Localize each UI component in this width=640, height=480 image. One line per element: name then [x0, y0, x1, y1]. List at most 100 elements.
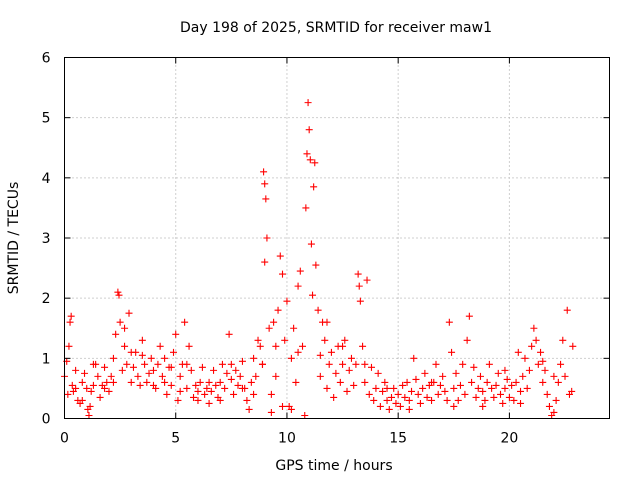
data-point — [503, 375, 511, 383]
x-tick-label: 0 — [60, 431, 69, 447]
data-point — [323, 384, 331, 392]
data-point — [174, 396, 182, 404]
data-point — [279, 402, 286, 410]
data-point — [149, 381, 157, 389]
data-point — [401, 393, 409, 401]
data-point — [305, 126, 313, 134]
data-point — [552, 396, 560, 404]
data-point — [190, 393, 198, 401]
data-point — [494, 369, 502, 377]
data-point — [194, 396, 202, 404]
data-point — [109, 354, 117, 362]
data-point — [479, 402, 487, 410]
data-point — [554, 378, 562, 386]
data-point — [450, 402, 458, 410]
data-point — [207, 387, 215, 395]
data-point — [116, 318, 124, 326]
data-point — [396, 402, 404, 410]
data-point — [367, 363, 375, 371]
data-point — [563, 306, 571, 314]
x-tick-label: 15 — [389, 431, 407, 447]
data-point — [470, 363, 478, 371]
data-point — [436, 381, 444, 389]
data-point — [439, 372, 447, 380]
data-point — [170, 348, 177, 356]
y-tick-label: 4 — [42, 171, 51, 187]
x-tick-label: 20 — [500, 431, 518, 447]
data-point — [321, 336, 329, 344]
data-point — [347, 354, 355, 362]
data-point — [261, 258, 269, 266]
data-point — [383, 396, 391, 404]
data-point — [279, 270, 286, 278]
data-point — [212, 381, 220, 389]
data-point — [383, 384, 391, 392]
data-point — [474, 384, 482, 392]
data-point — [294, 282, 302, 290]
data-point — [94, 372, 102, 380]
data-point — [287, 405, 295, 413]
data-point — [394, 390, 402, 398]
data-point — [112, 330, 120, 338]
y-tick-label: 6 — [42, 51, 51, 67]
data-point — [434, 390, 442, 398]
data-point — [299, 342, 307, 350]
data-point — [343, 387, 351, 395]
data-point — [374, 369, 382, 377]
data-point — [89, 360, 97, 368]
data-point — [327, 348, 335, 356]
data-point — [96, 393, 104, 401]
data-point — [350, 381, 358, 389]
data-point — [479, 387, 487, 395]
data-point — [265, 324, 273, 332]
data-point — [163, 390, 171, 398]
data-point — [459, 360, 467, 368]
x-axis-label: GPS time / hours — [275, 458, 392, 474]
data-point — [216, 378, 224, 386]
data-point — [272, 342, 280, 350]
data-point — [145, 369, 153, 377]
data-point — [528, 342, 536, 350]
data-point — [301, 411, 309, 419]
data-point — [156, 342, 164, 350]
data-point — [107, 372, 115, 380]
data-point — [101, 363, 109, 371]
data-point — [539, 357, 547, 365]
data-point — [530, 324, 538, 332]
data-point — [534, 360, 542, 368]
data-point — [263, 234, 271, 242]
data-point — [325, 360, 333, 368]
data-points — [61, 99, 577, 419]
data-point — [109, 378, 117, 386]
data-point — [543, 390, 551, 398]
data-point — [414, 390, 422, 398]
data-point — [359, 342, 367, 350]
data-point — [158, 372, 166, 380]
data-point — [225, 330, 233, 338]
data-point — [448, 348, 456, 356]
data-point — [256, 342, 264, 350]
data-point — [221, 384, 229, 392]
grid-lines — [64, 57, 610, 419]
data-point — [276, 252, 284, 260]
data-point — [532, 336, 540, 344]
y-tick-label: 0 — [42, 412, 51, 428]
data-point — [218, 360, 226, 368]
data-point — [105, 387, 113, 395]
data-point — [481, 396, 489, 404]
data-point — [243, 396, 251, 404]
data-point — [234, 381, 242, 389]
data-point — [541, 366, 549, 374]
data-point — [523, 384, 531, 392]
data-point — [161, 378, 169, 386]
data-point — [123, 360, 131, 368]
data-point — [537, 348, 545, 356]
data-point — [569, 342, 577, 350]
data-point — [390, 384, 398, 392]
data-point — [456, 381, 464, 389]
data-point — [78, 378, 86, 386]
data-point — [147, 354, 155, 362]
y-tick-label: 3 — [42, 231, 51, 247]
data-point — [356, 297, 364, 305]
data-point — [330, 393, 338, 401]
